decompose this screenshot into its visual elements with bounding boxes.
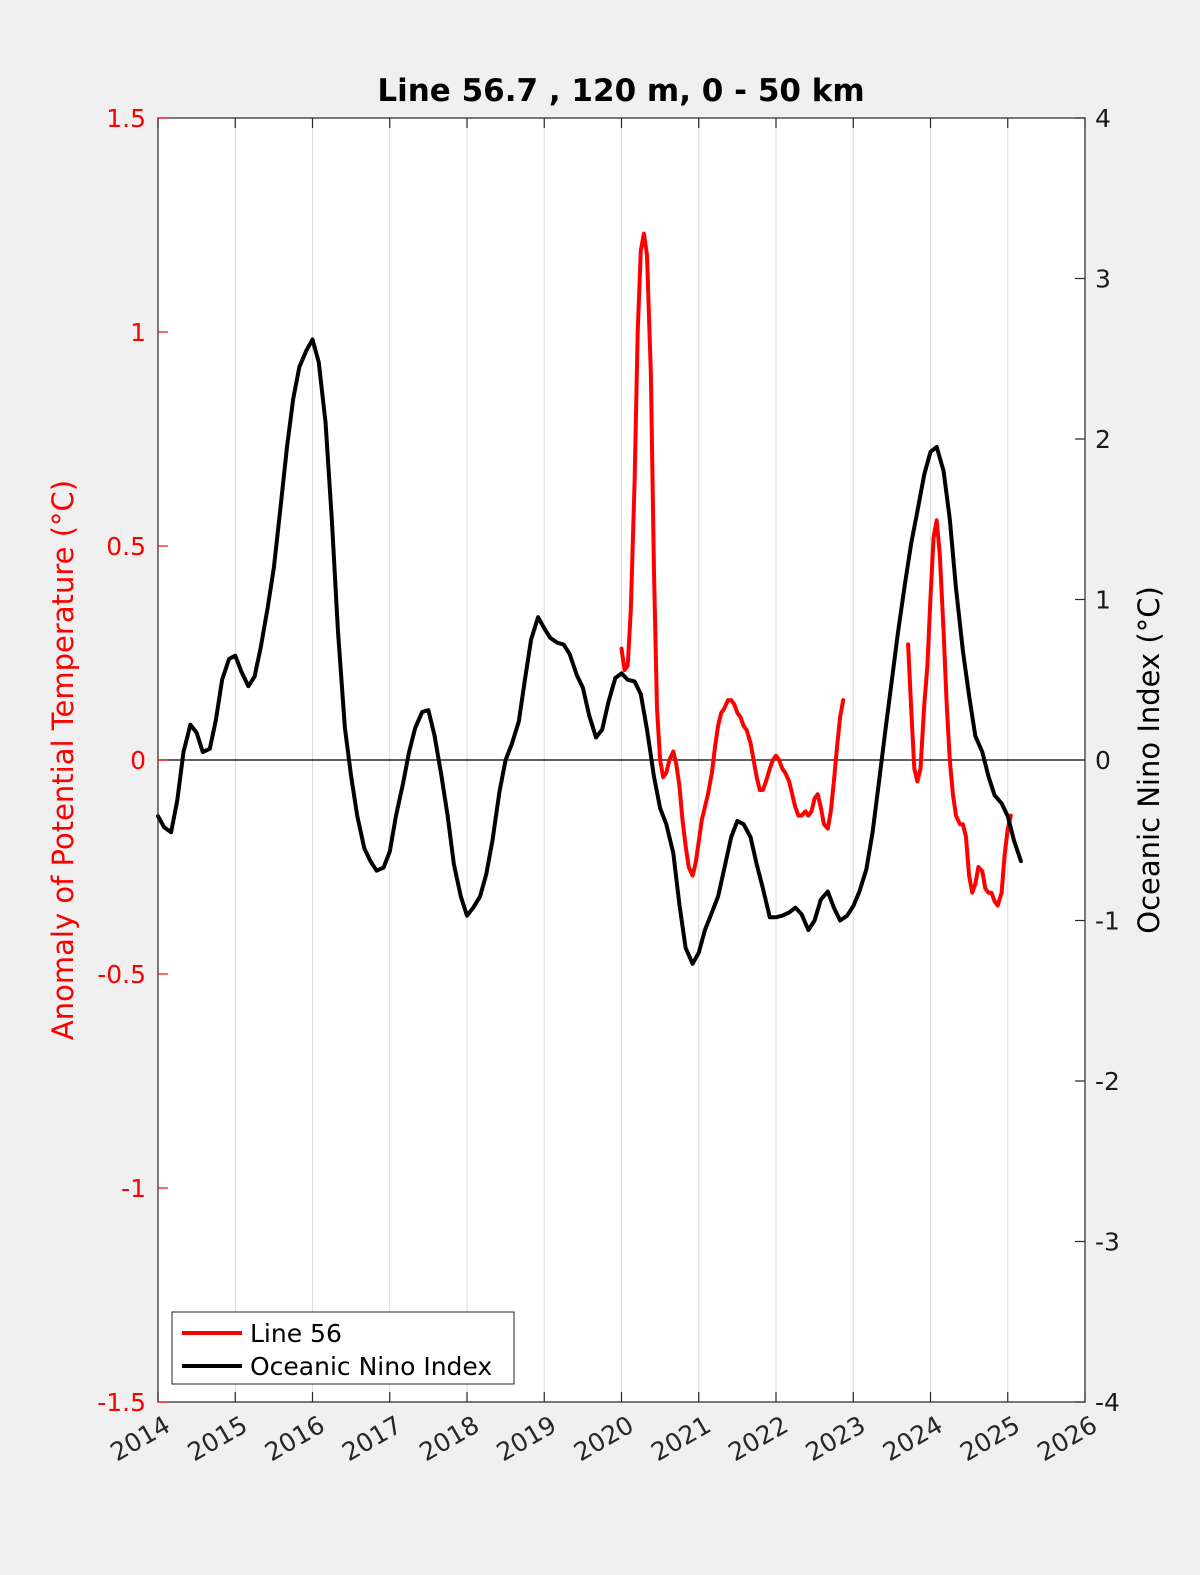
x-tick-label: 2023 bbox=[801, 1410, 871, 1467]
y-tick-label-left: -0.5 bbox=[97, 960, 146, 989]
series-oni bbox=[156, 337, 1023, 966]
y-tick-label-right: 4 bbox=[1095, 104, 1111, 133]
x-tick-label: 2024 bbox=[878, 1410, 948, 1467]
y-axis-label-left: Anomaly of Potential Temperature (°C) bbox=[46, 480, 80, 1040]
series-line56 bbox=[906, 518, 1013, 908]
legend: Line 56 Oceanic Nino Index bbox=[171, 1311, 515, 1385]
y-tick-label-left: 1.5 bbox=[106, 104, 146, 133]
y-tick-label-right: -2 bbox=[1095, 1067, 1120, 1096]
y-tick-label-left: 0.5 bbox=[106, 532, 146, 561]
x-tick-label: 2017 bbox=[337, 1410, 407, 1467]
y-tick-label-left: -1 bbox=[121, 1174, 146, 1203]
x-tick-label: 2025 bbox=[955, 1410, 1025, 1467]
series-line56 bbox=[619, 231, 846, 878]
y-tick-label-right: 3 bbox=[1095, 265, 1111, 294]
y-tick-label-right: 0 bbox=[1095, 746, 1111, 775]
y-axis-label-right: Oceanic Nino Index (°C) bbox=[1132, 586, 1166, 934]
x-tick-label: 2016 bbox=[260, 1410, 330, 1467]
x-tick-label: 2020 bbox=[569, 1410, 639, 1467]
y-tick-label-right: -1 bbox=[1095, 907, 1120, 936]
legend-label-oni: Oceanic Nino Index bbox=[250, 1352, 492, 1381]
legend-box bbox=[171, 1311, 515, 1385]
series-layer bbox=[156, 231, 1023, 966]
y-tick-label-left: -1.5 bbox=[97, 1388, 146, 1417]
x-tick-label: 2018 bbox=[414, 1410, 484, 1467]
chart-title: Line 56.7 , 120 m, 0 - 50 km bbox=[377, 73, 864, 109]
y-tick-label-left: 0 bbox=[130, 746, 146, 775]
tick-layer bbox=[157, 117, 1086, 1403]
x-tick-label: 2022 bbox=[723, 1410, 793, 1467]
y-tick-label-right: 2 bbox=[1095, 425, 1111, 454]
y-tick-label-right: -3 bbox=[1095, 1228, 1120, 1257]
legend-label-line56: Line 56 bbox=[250, 1319, 342, 1348]
y-tick-label-right: 1 bbox=[1095, 586, 1111, 615]
y-tick-label-left: 1 bbox=[130, 318, 146, 347]
x-tick-label: 2014 bbox=[105, 1410, 175, 1467]
x-tick-label: 2021 bbox=[646, 1410, 716, 1467]
x-tick-label: 2019 bbox=[492, 1410, 562, 1467]
x-tick-label: 2026 bbox=[1032, 1410, 1102, 1467]
x-tick-label: 2015 bbox=[183, 1410, 253, 1467]
y-tick-label-right: -4 bbox=[1095, 1388, 1120, 1417]
